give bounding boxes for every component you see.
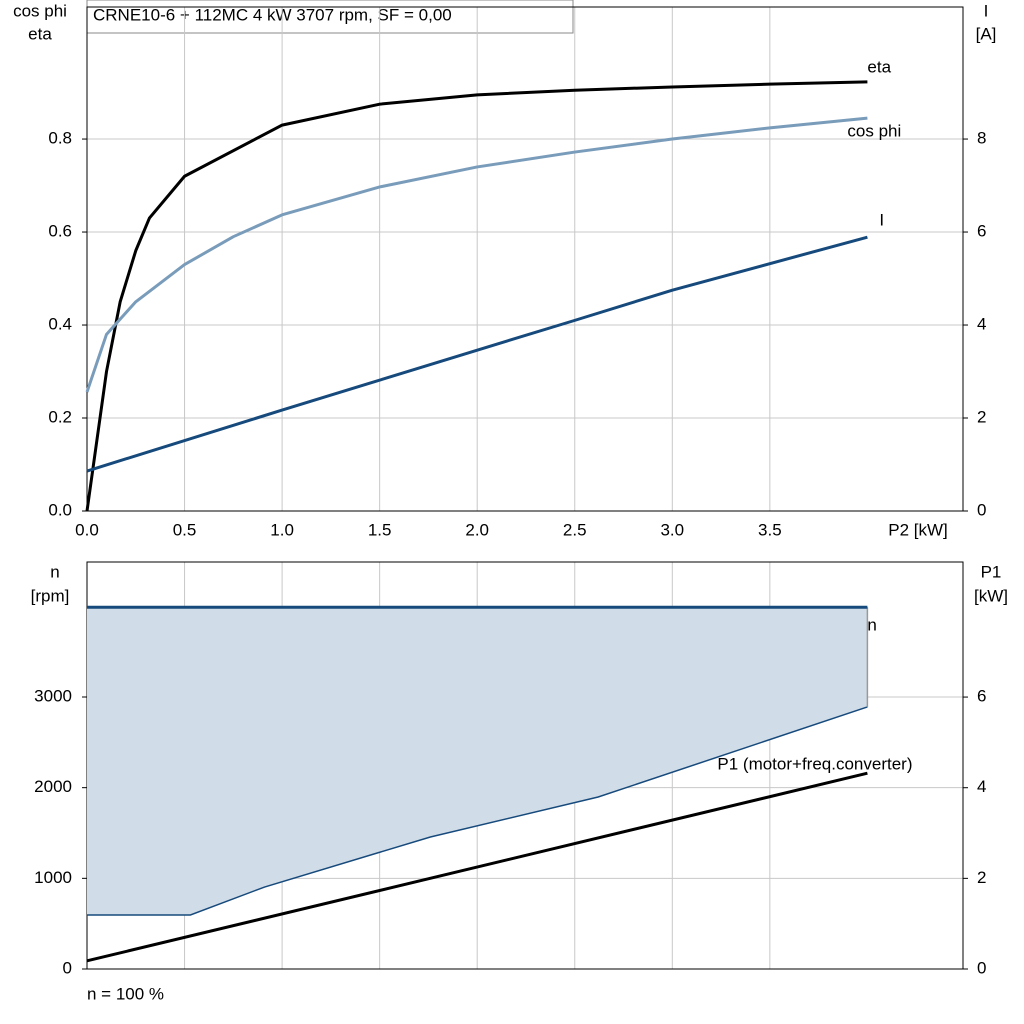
x-tick-label: 0.5 [173,520,197,539]
y-tick-label: 0.4 [48,315,72,334]
y2-tick-label: 6 [977,222,986,241]
y2-axis-label: I [984,1,989,20]
series-label: P1 (motor+freq.converter) [717,755,912,774]
series-label: I [879,211,884,230]
y-axis-label: cos phi [13,1,67,20]
y-tick-label: 0 [63,958,72,977]
series-line [85,116,868,393]
speed-range-fill [87,607,868,915]
y-tick-label: 3000 [34,686,72,705]
panel: 0 1000 2000 3000 0 2 4 6 n P1 (motor+freq.convert… [34,561,986,977]
x-tick-label: 1.5 [368,520,392,539]
y-axis-label: [rpm] [31,586,70,605]
x-tick-label: 2.0 [465,520,489,539]
y-axis-label: eta [28,24,52,43]
y-tick-label: 0.6 [48,222,72,241]
x-tick-label: 2.5 [563,520,587,539]
y2-tick-label: 8 [977,129,986,148]
y-tick-label: 2000 [34,777,72,796]
y2-tick-label: 0 [977,500,986,519]
y2-axis-label: P1 [981,562,1002,581]
y2-axis-label: [A] [976,24,997,43]
y-tick-label: 0.8 [48,129,72,148]
series-line [85,80,868,512]
series-label: eta [867,57,891,76]
chart-title: CRNE10-6 + 112MC 4 kW 3707 rpm, SF = 0,0… [93,5,452,24]
x-tick-label: 1.0 [270,520,294,539]
series-line [86,771,868,963]
series-label: cos phi [847,122,901,141]
series-label: n [867,616,876,635]
speed-range-lower [87,706,868,916]
title-box [86,0,574,34]
x-tick-label: 0.0 [75,520,99,539]
y-axis-label: n [50,562,59,581]
plot-frame [86,6,964,512]
y-tick-label: 1000 [34,868,72,887]
y2-tick-label: 4 [977,315,986,334]
y2-tick-label: 0 [977,958,986,977]
y2-tick-label: 2 [977,868,986,887]
y2-tick-label: 2 [977,407,986,426]
panel: 0.0 0.5 1.0 1.5 2.0 2.5 3.0 3.5 0.0 0.2 0.4 0.6 0.8 0… [48,6,986,539]
y2-tick-label: 4 [977,777,986,796]
y-tick-label: 0.0 [48,500,72,519]
x-tick-label: 3.0 [660,520,684,539]
y-tick-label: 0.2 [48,407,72,426]
y2-axis-label: [kW] [974,586,1008,605]
footnote: n = 100 % [87,984,164,1003]
x-axis-label: P2 [kW] [888,520,948,539]
x-tick-label: 3.5 [758,520,782,539]
series-line [86,235,868,473]
y2-tick-label: 6 [977,687,986,706]
